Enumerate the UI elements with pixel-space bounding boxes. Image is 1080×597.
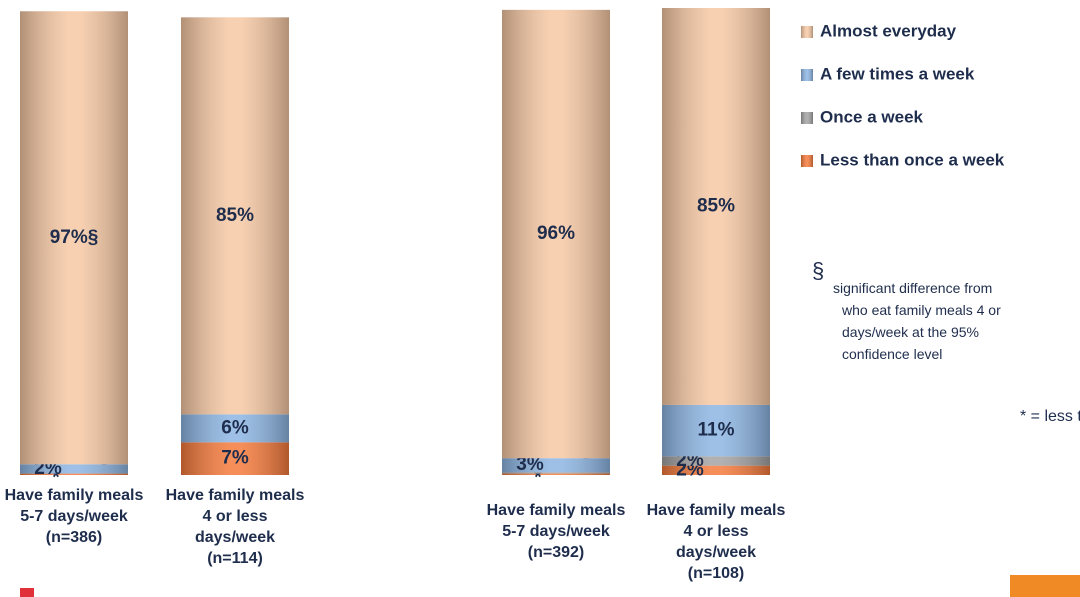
bar-shade — [662, 404, 770, 457]
data-label: 85% — [697, 195, 735, 216]
category-label: Have family meals 5-7 days/week (n=386) — [4, 487, 144, 546]
data-label: 3% — [516, 454, 544, 475]
data-label: * — [52, 467, 60, 488]
data-label: * — [534, 467, 542, 488]
bar-shade — [181, 414, 289, 443]
data-label: 6% — [221, 417, 249, 438]
data-label: 11% — [698, 420, 735, 441]
category-label: Have family meals 4 or less days/week (n… — [165, 487, 305, 567]
bar-shade — [662, 456, 770, 466]
bar-shade — [181, 17, 289, 415]
bar-shade — [181, 442, 289, 475]
data-label: 85% — [216, 205, 254, 226]
bar-shade — [662, 8, 770, 405]
corner-decoration — [1010, 575, 1080, 597]
legend-swatch-shade — [801, 155, 813, 167]
legend-label: Once a week — [820, 107, 924, 126]
bar-shade — [20, 11, 128, 465]
footnote-symbol: § — [812, 258, 824, 283]
footnote-line: who eat family meals 4 or — [842, 302, 1001, 318]
legend-label: A few times a week — [820, 64, 975, 83]
legend-swatch-shade — [801, 69, 813, 81]
data-label: 97%§ — [50, 227, 99, 248]
bar-shade — [662, 465, 770, 475]
bar-shade — [502, 458, 610, 473]
legend-label: Almost everyday — [820, 21, 957, 40]
logo-fragment — [20, 588, 34, 597]
category-label: Have family meals 5-7 days/week (n=392) — [486, 502, 626, 561]
data-label: 96% — [537, 223, 575, 244]
category-label: Have family meals 4 or less days/week (n… — [646, 502, 786, 582]
legend-swatch-shade — [801, 26, 813, 38]
footnote-line: days/week at the 95% — [842, 324, 979, 340]
bar-shade — [20, 464, 128, 474]
bar-shade — [20, 473, 128, 475]
data-label: 7% — [221, 448, 249, 469]
legend-label: Less than once a week — [820, 150, 1005, 169]
footnote-line: confidence level — [842, 346, 943, 362]
bar-shade — [502, 9, 610, 459]
note: * = less than .5% — [1020, 408, 1080, 425]
legend-swatch-shade — [801, 112, 813, 124]
bar-shade — [502, 473, 610, 475]
footnote-line: significant difference from — [833, 280, 993, 296]
bar-shade — [502, 472, 610, 474]
